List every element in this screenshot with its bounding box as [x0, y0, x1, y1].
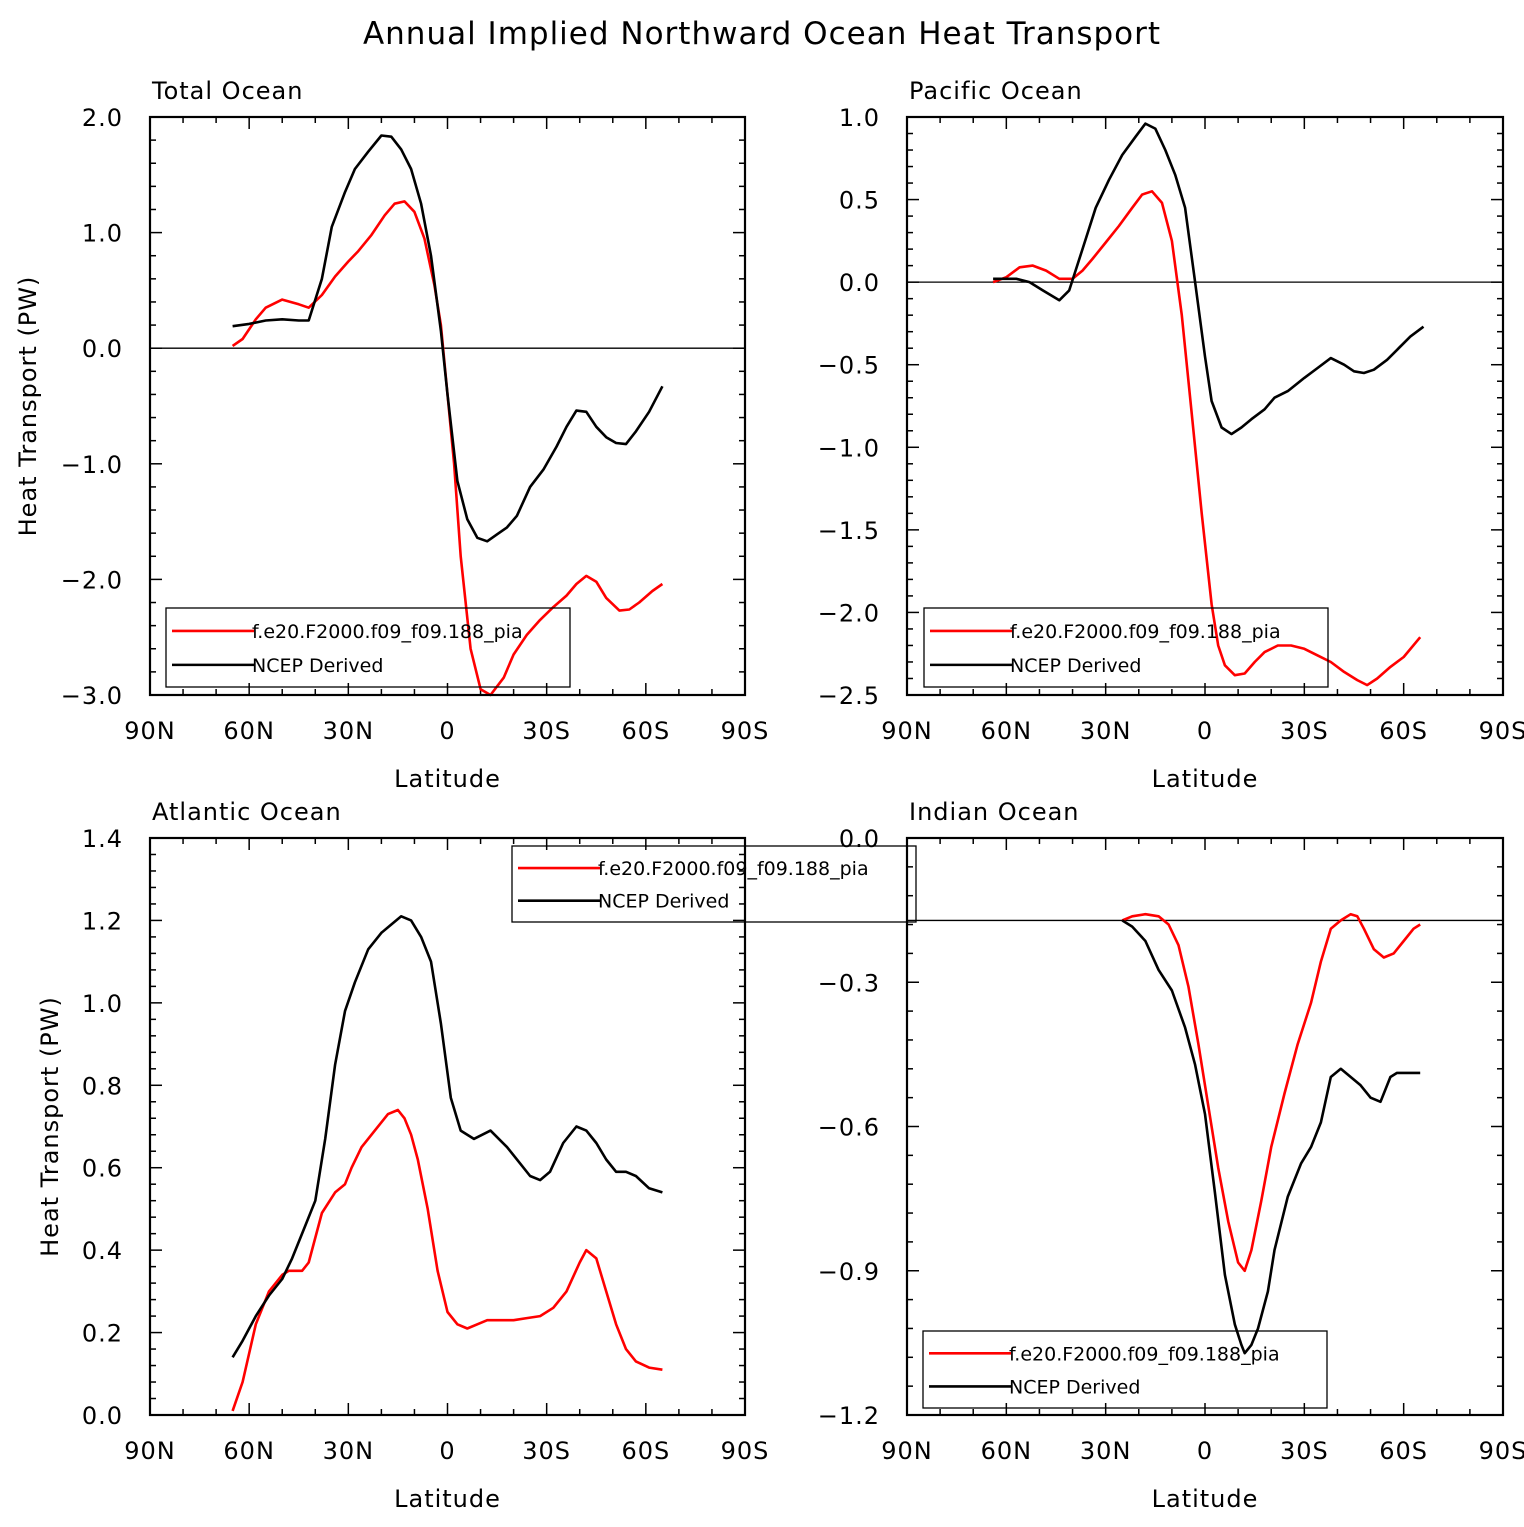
y-tick-label: 0.0 [82, 1402, 123, 1430]
legend-box [922, 1330, 1328, 1409]
x-tick-label: 30S [522, 1437, 571, 1465]
legend-label: f.e20.F2000.f09_f09.188_pia [252, 621, 523, 643]
figure-title: Annual Implied Northward Ocean Heat Tran… [363, 16, 1161, 52]
y-tick-label: 2.0 [82, 104, 123, 132]
y-tick-label: 1.0 [839, 104, 880, 132]
y-tick-label: 0.0 [839, 825, 880, 853]
y-tick-label: −1.0 [61, 451, 123, 479]
legend-box [923, 607, 1329, 688]
panel-title: Total Ocean [151, 77, 303, 105]
legend: f.e20.F2000.f09_f09.188_pia NCEP Derived [165, 607, 571, 688]
series-line-model [231, 1108, 663, 1412]
panel-title: Indian Ocean [909, 798, 1080, 826]
x-axis-label: Latitude [1152, 765, 1259, 793]
x-tick-label: 90S [1479, 717, 1524, 745]
legend-label: f.e20.F2000.f09_f09.188_pia [1009, 1343, 1280, 1365]
legend: f.e20.F2000.f09_f09.188_pia NCEP Derived [922, 1330, 1328, 1409]
x-tick-label: 60S [621, 717, 670, 745]
x-tick-label: 90N [124, 717, 176, 745]
x-tick-label: 60S [1379, 1437, 1428, 1465]
x-tick-label: 30N [323, 1437, 375, 1465]
y-axis-label: Heat Transport (PW) [14, 276, 42, 537]
y-tick-label: 0.5 [839, 187, 880, 215]
x-tick-label: 30N [323, 717, 375, 745]
plot-frame [905, 115, 1505, 697]
x-tick-label: 90N [881, 717, 933, 745]
y-tick-label: 1.4 [82, 825, 123, 853]
y-tick-label: 1.0 [82, 220, 123, 248]
x-tick-label: 90S [1479, 1437, 1524, 1465]
y-tick-label: 0.2 [82, 1320, 123, 1348]
chart-panels: Total Ocean 90N 60N 30N 0 30S 60S 90S 2.0 1.0 0.0 −… [14, 77, 1524, 1513]
y-tick-label: 0.0 [82, 335, 123, 363]
x-tick-label: 60S [1379, 717, 1428, 745]
y-tick-label: 0.4 [82, 1237, 123, 1265]
x-tick-label: 60N [981, 1437, 1033, 1465]
series-line-ncep [231, 914, 663, 1358]
plot-frame [148, 836, 747, 1417]
x-tick-label: 30S [1280, 1437, 1329, 1465]
y-tick-label: −0.6 [818, 1114, 880, 1142]
x-tick-label: 0 [1197, 1437, 1213, 1465]
legend-box [165, 607, 571, 688]
legend-label: NCEP Derived [252, 655, 383, 677]
x-tick-label: 90S [721, 717, 770, 745]
series-line-ncep [232, 134, 664, 543]
legend-label: f.e20.F2000.f09_f09.188_pia [598, 858, 869, 880]
x-axis-label: Latitude [1152, 1485, 1259, 1513]
series-line-model [992, 190, 1422, 687]
x-tick-label: 0 [439, 1437, 455, 1465]
plot-frame [148, 115, 747, 697]
legend: f.e20.F2000.f09_f09.188_pia NCEP Derived [511, 845, 917, 923]
y-tick-label: −0.5 [818, 352, 880, 380]
legend-label: NCEP Derived [1010, 655, 1141, 677]
y-tick-label: −3.0 [61, 682, 123, 710]
y-tick-label: −1.5 [818, 517, 880, 545]
y-tick-label: 0.6 [82, 1155, 123, 1183]
x-tick-label: 30N [1080, 1437, 1132, 1465]
x-tick-label: 60N [981, 717, 1033, 745]
x-tick-label: 60N [223, 1437, 275, 1465]
legend-label: NCEP Derived [1009, 1376, 1140, 1398]
legend: f.e20.F2000.f09_f09.188_pia NCEP Derived [923, 607, 1329, 688]
series-line-ncep [1121, 919, 1421, 1355]
x-tick-label: 30N [1080, 717, 1132, 745]
plot-frame [905, 836, 1505, 1417]
y-tick-label: −1.0 [818, 434, 880, 462]
legend-label: f.e20.F2000.f09_f09.188_pia [1010, 621, 1281, 643]
series-line-model [1121, 912, 1421, 1273]
y-tick-label: −1.2 [818, 1402, 880, 1430]
panel-3: Atlantic Ocean 90N 60N 30N 0 30S 60S 90S 1.4 1.2 1… [36, 798, 917, 1513]
y-tick-label: −0.9 [818, 1258, 880, 1286]
panel-title: Atlantic Ocean [152, 798, 342, 826]
y-tick-label: 0.0 [839, 269, 880, 297]
y-tick-label: 0.8 [82, 1072, 123, 1100]
x-tick-label: 30S [522, 717, 571, 745]
x-axis-label: Latitude [394, 765, 501, 793]
x-axis-label: Latitude [394, 1485, 501, 1513]
x-tick-label: 90N [124, 1437, 176, 1465]
y-tick-label: −0.3 [818, 969, 880, 997]
x-tick-label: 0 [1197, 717, 1213, 745]
y-tick-label: 1.0 [82, 990, 123, 1018]
x-tick-label: 60N [223, 717, 275, 745]
panel-1: Total Ocean 90N 60N 30N 0 30S 60S 90S 2.0 1.0 0.0 −… [14, 77, 770, 793]
x-tick-label: 90S [721, 1437, 770, 1465]
panel-4: Indian Ocean 90N 60N 30N 0 30S 60S 90S 0.0 −0.3 −0… [818, 798, 1524, 1513]
x-tick-label: 90N [881, 1437, 933, 1465]
x-tick-label: 60S [621, 1437, 670, 1465]
panel-2: Pacific Ocean 90N 60N 30N 0 30S 60S 90S 1.0 0.5 0.… [818, 77, 1524, 793]
legend-label: NCEP Derived [598, 891, 729, 913]
y-tick-label: −2.0 [61, 566, 123, 594]
y-tick-label: 1.2 [82, 907, 123, 935]
panel-title: Pacific Ocean [909, 77, 1083, 105]
legend-box [511, 845, 917, 923]
y-axis-label: Heat Transport (PW) [36, 996, 64, 1257]
x-tick-label: 30S [1280, 717, 1329, 745]
series-line-ncep [993, 122, 1425, 436]
y-tick-label: −2.5 [818, 682, 880, 710]
y-tick-label: −2.0 [818, 599, 880, 627]
x-tick-label: 0 [439, 717, 455, 745]
